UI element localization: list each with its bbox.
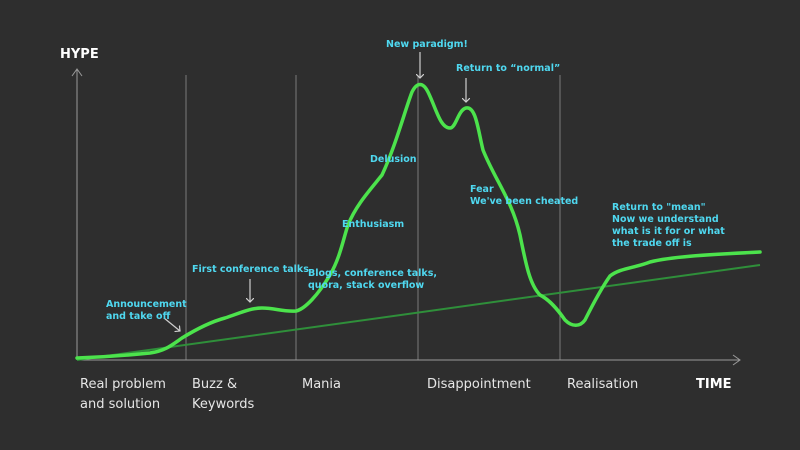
x-axis-label: TIME <box>696 377 732 392</box>
hype-curve <box>75 82 762 360</box>
arrow-down-right-icon <box>163 317 180 331</box>
annotation-fear: Fear We've been cheated <box>470 184 578 207</box>
axes <box>71 68 741 366</box>
phase-label-realisation: Realisation <box>567 377 638 392</box>
y-axis-label: HYPE <box>60 47 99 62</box>
phase-label-buzz: Buzz & Keywords <box>192 377 255 412</box>
annotation-return-mean: Return to "mean" Now we understand what … <box>612 202 728 249</box>
x-axis-arrow-icon <box>732 354 741 366</box>
annotation-first-conference: First conference talks <box>192 264 309 275</box>
annotation-blogs: Blogs, conference talks, quora, stack ov… <box>308 268 440 291</box>
trend-line <box>76 264 761 361</box>
annotation-new-paradigm: New paradigm! <box>386 39 468 50</box>
annotation-return-normal: Return to “normal” <box>456 63 560 74</box>
y-axis-arrow-icon <box>71 68 83 77</box>
annotation-delusion: Delusion <box>370 154 417 165</box>
annotation-announcement: Announcement and take off <box>106 299 190 322</box>
phase-label-real-problem: Real problem and solution <box>80 377 170 412</box>
annotation-enthusiasm: Enthusiasm <box>342 219 404 230</box>
phase-label-mania: Mania <box>302 377 341 392</box>
phase-dividers <box>185 75 561 360</box>
phase-label-disappointment: Disappointment <box>427 377 531 392</box>
